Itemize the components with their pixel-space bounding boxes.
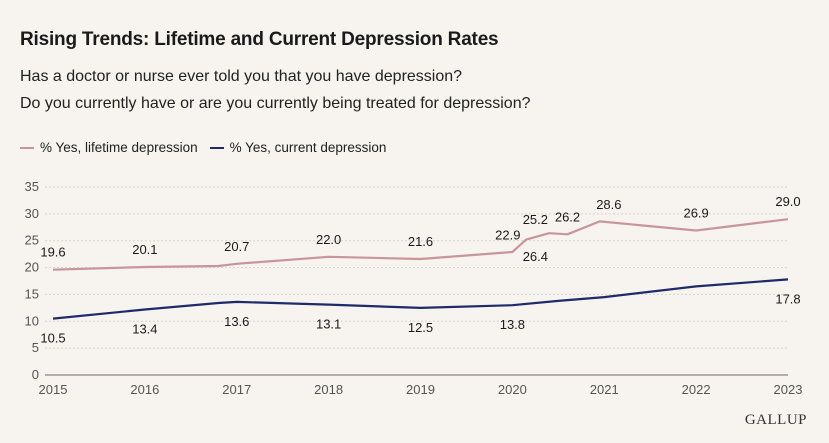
legend: % Yes, lifetime depression % Yes, curren… — [20, 140, 398, 155]
legend-item-lifetime: % Yes, lifetime depression — [20, 140, 198, 155]
series-line-current — [52, 278, 789, 320]
data-label-lifetime-22.0: 22.0 — [316, 232, 341, 247]
data-label-lifetime-20.1: 20.1 — [132, 242, 157, 257]
y-tick-label-5: 5 — [32, 340, 39, 355]
data-label-lifetime-19.6: 19.6 — [40, 245, 65, 260]
y-tick-label-30: 30 — [25, 206, 39, 221]
y-tick-label-10: 10 — [25, 313, 39, 328]
data-label-lifetime-29.0: 29.0 — [775, 194, 800, 209]
data-label-current-13.4: 13.4 — [132, 321, 157, 336]
legend-item-current: % Yes, current depression — [209, 140, 387, 155]
x-tick-label-2018: 2018 — [314, 382, 343, 397]
data-label-lifetime-26.2: 26.2 — [555, 209, 580, 224]
legend-swatch-current — [209, 146, 224, 149]
x-tick-label-2023: 2023 — [774, 382, 803, 397]
data-label-lifetime-21.6: 21.6 — [408, 234, 433, 249]
y-tick-label-15: 15 — [25, 286, 39, 301]
data-label-current-17.8: 17.8 — [775, 291, 800, 306]
data-label-current-12.5: 12.5 — [408, 320, 433, 335]
x-tick-label-2019: 2019 — [406, 382, 435, 397]
x-tick-label-2015: 2015 — [39, 382, 68, 397]
question-current: Do you currently have or are you current… — [20, 95, 531, 112]
data-label-lifetime-20.7: 20.7 — [224, 239, 249, 254]
x-tick-label-2017: 2017 — [222, 382, 251, 397]
y-tick-label-35: 35 — [25, 179, 39, 194]
data-label-current-13.8: 13.8 — [500, 317, 525, 332]
y-tick-label-20: 20 — [25, 260, 39, 275]
chart-title: Rising Trends: Lifetime and Current Depr… — [20, 29, 499, 50]
y-tick-label-25: 25 — [25, 233, 39, 248]
data-label-current-10.5: 10.5 — [40, 331, 65, 346]
data-label-current-13.6: 13.6 — [224, 314, 249, 329]
data-label-lifetime-26.9: 26.9 — [683, 206, 708, 221]
x-tick-label-2016: 2016 — [130, 382, 159, 397]
gallup-logo: GALLUP — [744, 412, 807, 428]
legend-label-lifetime: % Yes, lifetime depression — [40, 140, 198, 155]
legend-label-current: % Yes, current depression — [229, 140, 387, 155]
x-tick-label-2022: 2022 — [682, 382, 711, 397]
data-label-lifetime-25.2: 25.2 — [523, 212, 548, 227]
series-line-lifetime — [52, 218, 789, 271]
legend-swatch-lifetime — [20, 146, 34, 149]
data-label-lifetime-28.6: 28.6 — [596, 197, 621, 212]
data-label-lifetime-26.4: 26.4 — [523, 249, 548, 264]
x-tick-label-2020: 2020 — [498, 382, 527, 397]
question-lifetime: Has a doctor or nurse ever told you that… — [20, 68, 463, 85]
data-label-current-13.1: 13.1 — [316, 317, 341, 332]
y-tick-label-0: 0 — [32, 367, 39, 382]
x-tick-label-2021: 2021 — [590, 382, 619, 397]
data-label-lifetime-22.9: 22.9 — [495, 227, 520, 242]
